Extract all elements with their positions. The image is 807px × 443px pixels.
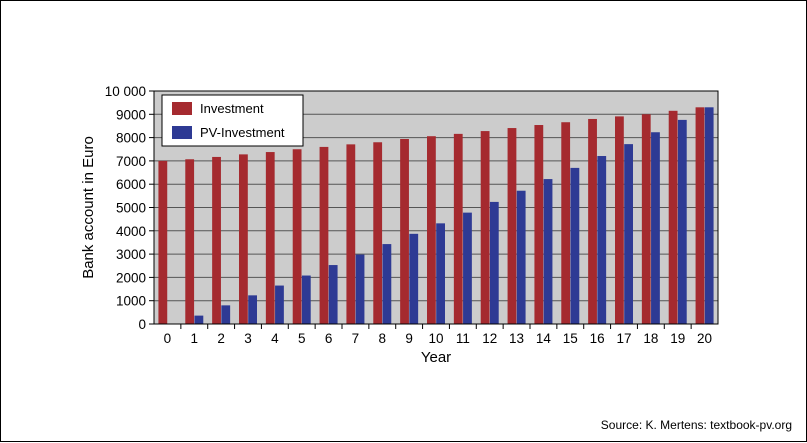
bar-investment-18 [641,114,651,324]
x-tick-label: 11 [456,331,470,346]
bar-pv-investment-4 [275,285,284,324]
bar-investment-20 [695,107,705,324]
bar-pv-investment-17 [624,144,633,324]
bar-investment-16 [588,118,597,325]
bar-pv-investment-10 [436,223,445,324]
bar-pv-investment-15 [570,167,580,324]
x-tick-label: 9 [405,331,413,346]
bar-pv-investment-3 [248,295,257,324]
y-tick-label: 9000 [116,107,146,122]
x-tick-label: 13 [509,331,524,346]
bar-investment-10 [427,136,436,324]
x-tick-label: 7 [352,331,360,346]
x-tick-label: 12 [482,331,497,346]
x-tick-label: 10 [428,331,443,346]
bar-investment-15 [561,122,571,324]
bar-pv-investment-18 [651,132,660,324]
x-tick-label: 17 [616,331,631,346]
bar-investment-13 [507,128,517,324]
bar-investment-11 [453,133,463,324]
x-tick-label: 0 [164,331,172,346]
bar-investment-5 [292,149,302,324]
x-tick-label: 8 [379,331,387,346]
legend: Investment PV-Investment [161,94,304,147]
bar-investment-3 [239,154,248,324]
bars [158,107,714,325]
plot-border [153,90,719,325]
bar-investment-17 [615,116,624,324]
x-axis-title: Year [421,349,451,366]
bar-pv-investment-2 [221,305,231,324]
x-tick-label: 16 [590,331,605,346]
y-axis-title: Bank account in Euro [80,136,97,279]
bar-pv-investment-6 [328,265,338,324]
x-tick-label: 6 [325,331,333,346]
bar-investment-8 [373,142,383,324]
bar-pv-investment-14 [543,179,553,324]
bar-pv-investment-9 [409,233,419,324]
y-tick-label: 10 000 [105,84,146,99]
bar-investment-14 [534,125,544,324]
y-tick-label: 8000 [116,131,146,146]
bar-investment-6 [319,146,329,324]
x-tick-label: 4 [271,331,279,346]
bar-investment-0 [158,160,168,324]
y-tick-label: 5000 [116,201,146,216]
x-tick-label: 20 [697,331,712,346]
bar-investment-1 [185,159,195,324]
y-tick-label: 0 [138,317,146,332]
bar-pv-investment-13 [516,190,526,324]
x-tick-label: 5 [298,331,306,346]
x-tick-label: 1 [191,331,199,346]
x-tick-label: 3 [244,331,252,346]
x-tick-label: 15 [563,331,578,346]
x-tick-label: 2 [217,331,225,346]
y-tick-label: 1000 [116,294,146,309]
y-tick-label: 6000 [116,177,146,192]
bar-investment-4 [265,152,275,324]
bar-investment-19 [668,110,678,325]
bar-pv-investment-1 [194,315,204,324]
bar-pv-investment-8 [382,244,392,324]
y-tick-label: 4000 [116,224,146,239]
legend-label: Investment [200,101,264,116]
bar-pv-investment-20 [704,107,714,324]
bar-pv-investment-12 [489,201,499,324]
bar-investment-2 [212,156,221,324]
bar-pv-investment-11 [463,212,472,324]
legend-swatch [172,126,192,139]
bar-pv-investment-7 [355,254,365,324]
x-tick-label: 18 [643,331,658,346]
legend-swatch [172,102,192,115]
bar-pv-investment-16 [597,156,607,324]
bar-investment-12 [480,131,490,324]
y-tick-label: 7000 [116,154,146,169]
bar-pv-investment-19 [677,119,687,324]
source-note: Source: K. Mertens: textbook-pv.org [600,418,792,432]
y-tick-label: 2000 [116,270,146,285]
y-tick-label: 3000 [116,247,146,262]
legend-label: PV-Investment [200,125,285,140]
x-tick-label: 19 [670,331,685,346]
axes: 0 1000 2000 3000 4000 5000 6000 7000 8000 9000 10 … [80,84,719,366]
bar-pv-investment-5 [301,275,311,324]
x-tick-label: 14 [536,331,552,346]
bar-investment-7 [346,144,356,324]
bar-investment-9 [400,138,409,324]
